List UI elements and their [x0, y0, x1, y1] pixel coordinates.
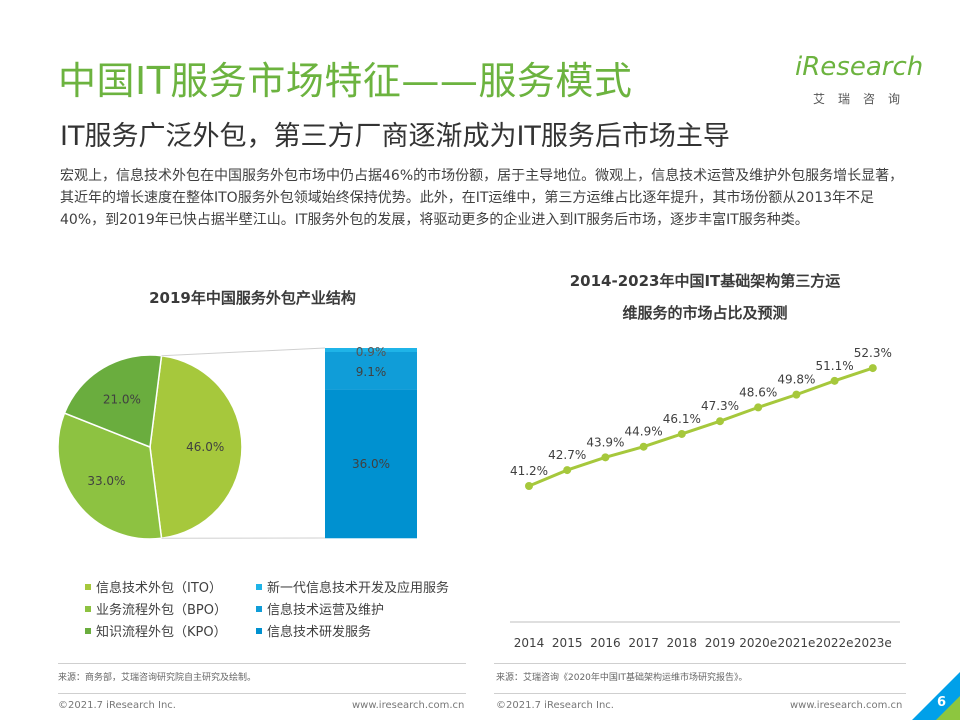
- x-tick-label: 2015: [552, 636, 583, 650]
- pie-slice-label: 21.0%: [103, 392, 141, 406]
- data-label: 46.1%: [663, 412, 701, 426]
- connector-line: [161, 347, 326, 357]
- legend-item-rd: 信息技术研发服务: [256, 624, 371, 642]
- logo-brand: iResearch: [795, 52, 924, 82]
- legend-swatch: [85, 583, 91, 590]
- corner-decoration: [912, 672, 960, 720]
- data-label: 41.2%: [510, 464, 548, 478]
- legend-label: 新一代信息技术开发及应用服务: [267, 581, 450, 596]
- x-tick-label: 2014: [514, 636, 545, 650]
- data-point: [792, 390, 801, 399]
- iresearch-logo: iResearch 艾瑞咨询: [795, 52, 925, 112]
- data-label: 51.1%: [816, 359, 854, 373]
- pie-slice: [149, 354, 243, 540]
- data-point: [868, 364, 877, 373]
- data-point: [639, 442, 648, 451]
- data-label: 44.9%: [625, 425, 663, 439]
- intro-paragraph: 宏观上，信息技术外包在中国服务外包市场中仍占据46%的市场份额，居于主导地位。微…: [60, 168, 904, 228]
- legend-item-ito: 信息技术外包（ITO）: [85, 580, 222, 598]
- bar-segment-label: 9.1%: [356, 365, 387, 379]
- pie-chart-title: 2019年中国服务外包产业结构: [149, 289, 356, 307]
- data-label: 47.3%: [701, 399, 739, 413]
- pie-slice: [63, 354, 163, 449]
- x-tick-label: 2017: [628, 636, 659, 650]
- data-point: [754, 403, 763, 412]
- data-label: 48.6%: [739, 385, 777, 399]
- data-point: [716, 417, 724, 426]
- x-tick-label: 2019: [705, 636, 736, 650]
- legend-item-bpo: 业务流程外包（BPO）: [85, 602, 227, 620]
- data-label: 42.7%: [548, 448, 586, 462]
- left-footer-divider: [58, 693, 466, 694]
- legend-label: 信息技术研发服务: [267, 625, 372, 640]
- data-point: [830, 376, 839, 385]
- page-number: 6: [936, 695, 946, 710]
- legend-label: 业务流程外包（BPO）: [96, 603, 227, 618]
- right-source-divider: [494, 663, 906, 664]
- left-url[interactable]: www.iresearch.com.cn: [352, 700, 465, 711]
- x-tick-label: 2023e: [854, 636, 892, 650]
- pie-legend: 信息技术外包（ITO） 新一代信息技术开发及应用服务 业务流程外包（BPO） 信…: [85, 580, 485, 650]
- x-tick-label: 2018: [667, 636, 698, 650]
- bar-segment: [325, 389, 417, 539]
- pie-slice-label: 46.0%: [186, 440, 224, 454]
- pie-chart: 46.0% 33.0% 21.0% 0.9% 9.1% 36.0%: [57, 345, 417, 540]
- bar-segment-label: 36.0%: [352, 457, 390, 471]
- legend-swatch: [85, 627, 91, 634]
- line-chart-title-line2: 维服务的市场占比及预测: [622, 304, 788, 322]
- data-label: 49.8%: [777, 373, 815, 387]
- right-footer-divider: [494, 693, 906, 694]
- bar-segment: [325, 348, 417, 352]
- x-tick-label: 2016: [590, 636, 621, 650]
- x-tick-label: 2020e: [739, 636, 777, 650]
- pie-slice: [57, 412, 163, 540]
- right-url[interactable]: www.iresearch.com.cn: [790, 700, 903, 711]
- x-tick-label: 2021e: [777, 636, 815, 650]
- data-label: 43.9%: [586, 435, 624, 449]
- page-subtitle: IT服务广泛外包，第三方厂商逐渐成为IT服务后市场主导: [60, 121, 730, 152]
- legend-item-new-gen: 新一代信息技术开发及应用服务: [256, 580, 449, 598]
- x-tick-label: 2022e: [816, 636, 854, 650]
- legend-swatch: [256, 605, 262, 612]
- corner-green-triangle: [936, 696, 960, 720]
- legend-label: 信息技术外包（ITO）: [96, 581, 223, 596]
- legend-label: 知识流程外包（KPO）: [96, 625, 227, 640]
- logo-subtitle: 艾瑞咨询: [813, 92, 914, 106]
- left-copyright: ©2021.7 iResearch Inc.: [58, 700, 176, 711]
- legend-swatch: [85, 605, 91, 612]
- data-point: [601, 453, 610, 462]
- data-point: [677, 429, 686, 438]
- page-title: 中国IT服务市场特征——服务模式: [58, 59, 633, 103]
- series-line: [528, 366, 874, 488]
- legend-item-kpo: 知识流程外包（KPO）: [85, 624, 227, 642]
- legend-swatch: [256, 583, 262, 590]
- bar-segment-label: 0.9%: [356, 345, 387, 359]
- bar-segment: [325, 352, 417, 390]
- right-copyright: ©2021.7 iResearch Inc.: [496, 700, 614, 711]
- data-label: 52.3%: [854, 346, 892, 360]
- line-chart-title: 2014-2023年中国IT基础架构第三方运 维服务的市场占比及预测: [495, 266, 915, 328]
- pie-slice-label: 33.0%: [87, 474, 125, 488]
- right-source: 来源：艾瑞咨询《2020年中国IT基础架构运维市场研究报告》。: [496, 673, 748, 683]
- line-chart: 41.2%42.7%43.9%44.9%46.1%47.3%48.6%49.8%…: [510, 346, 900, 650]
- line-chart-title-line1: 2014-2023年中国IT基础架构第三方运: [569, 272, 841, 290]
- data-point: [525, 482, 533, 490]
- legend-label: 信息技术运营及维护: [267, 603, 385, 618]
- data-point: [563, 466, 572, 475]
- left-source-divider: [58, 663, 466, 664]
- legend-item-ops: 信息技术运营及维护: [256, 602, 384, 620]
- left-source: 来源：商务部，艾瑞咨询研究院自主研究及绘制。: [58, 673, 257, 683]
- legend-swatch: [256, 627, 262, 634]
